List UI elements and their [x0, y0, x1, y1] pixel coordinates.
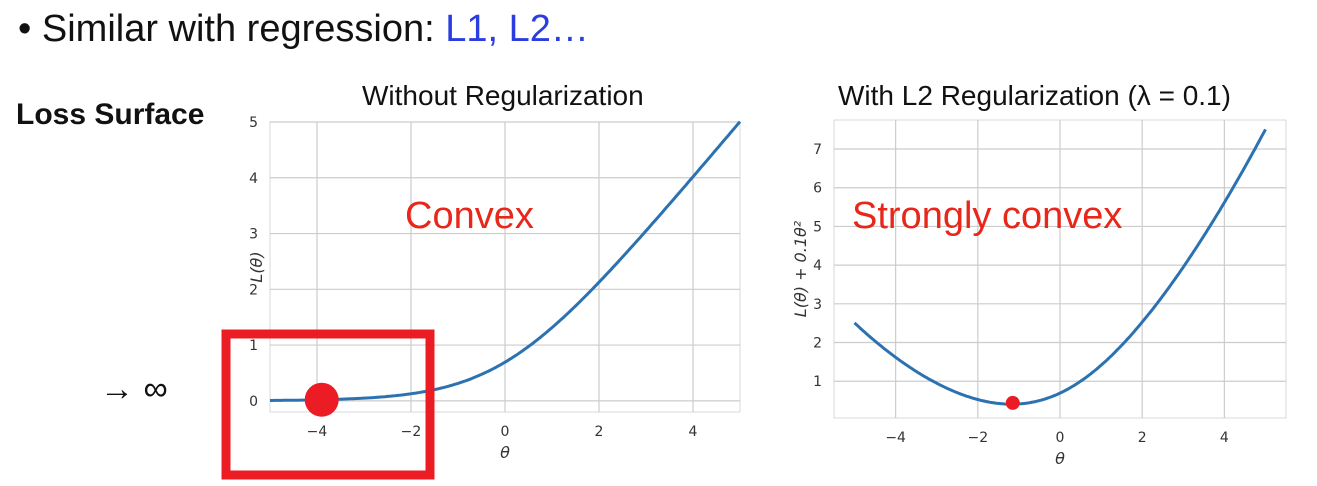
minimum-marker	[304, 382, 339, 417]
chart-2-ylabel: L(θ) + 0.1θ²	[791, 220, 810, 317]
chart-2-series-line	[853, 128, 1267, 406]
y-tick-label: 5	[813, 219, 822, 235]
chart-1-ylabel: L(θ)	[247, 251, 266, 282]
y-tick-label: 7	[813, 142, 822, 158]
chart-2-annotation: Strongly convex	[852, 195, 1122, 237]
x-tick-label: 0	[1056, 430, 1065, 446]
y-tick-label: 6	[813, 181, 822, 197]
minimum-marker	[1005, 395, 1020, 410]
y-tick-label: 0	[249, 394, 258, 410]
bullet: •	[18, 8, 32, 50]
y-tick-label: 3	[249, 227, 258, 243]
x-tick-label: −2	[967, 430, 988, 446]
chart-1	[269, 120, 742, 417]
y-tick-label: 5	[249, 115, 258, 131]
heading-text: Similar with regression:	[41, 8, 446, 50]
y-tick-label: 1	[249, 338, 258, 354]
x-tick-label: 2	[1138, 430, 1147, 446]
chart-1-annotation: Convex	[405, 195, 534, 237]
heading-highlight: L1, L2…	[445, 8, 589, 50]
y-tick-label: 4	[813, 258, 822, 274]
x-tick-label: −4	[885, 430, 906, 446]
x-tick-label: 0	[501, 424, 510, 440]
chart-2-title: With L2 Regularization (λ = 0.1)	[838, 80, 1231, 111]
heading: • Similar with regression: L1, L2…	[18, 4, 589, 54]
chart-1-title: Without Regularization	[362, 80, 644, 111]
y-tick-label: 3	[813, 297, 822, 313]
x-tick-label: −2	[401, 424, 422, 440]
highlight-box	[221, 329, 435, 480]
chart-1-xlabel: θ	[500, 443, 510, 462]
x-tick-label: 4	[689, 424, 698, 440]
y-tick-label: 2	[249, 282, 258, 298]
chart-2	[833, 119, 1287, 419]
arrow-infinity-label: → ∞	[100, 370, 168, 408]
chart-1-series-line	[270, 120, 742, 402]
x-tick-label: 4	[1220, 430, 1229, 446]
y-tick-label: 1	[813, 374, 822, 390]
chart-2-xlabel: θ	[1055, 449, 1065, 468]
y-tick-label: 2	[813, 336, 822, 352]
loss-surface-label: Loss Surface	[16, 98, 205, 131]
x-tick-label: 2	[595, 424, 604, 440]
y-tick-label: 4	[249, 171, 258, 187]
x-tick-label: −4	[307, 424, 328, 440]
